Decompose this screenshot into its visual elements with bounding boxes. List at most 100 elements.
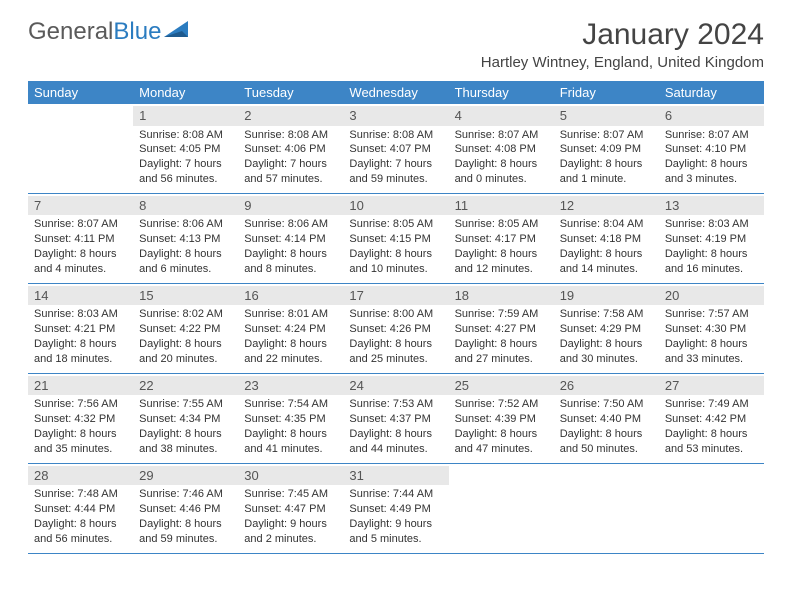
day-number: 24 xyxy=(343,376,448,396)
sunset-text: Sunset: 4:26 PM xyxy=(349,322,442,337)
day-cell: 11Sunrise: 8:05 AMSunset: 4:17 PMDayligh… xyxy=(449,194,554,283)
day-header-mon: Monday xyxy=(133,81,238,104)
day-number: 10 xyxy=(343,196,448,216)
day-cell: 23Sunrise: 7:54 AMSunset: 4:35 PMDayligh… xyxy=(238,374,343,463)
day-header-sun: Sunday xyxy=(28,81,133,104)
sunrise-text: Sunrise: 8:03 AM xyxy=(34,307,127,322)
day-number: 28 xyxy=(28,466,133,486)
day-header-wed: Wednesday xyxy=(343,81,448,104)
day-number: 14 xyxy=(28,286,133,306)
sunrise-text: Sunrise: 8:08 AM xyxy=(139,128,232,143)
triangle-icon xyxy=(164,18,190,46)
day-number: 13 xyxy=(659,196,764,216)
sunset-text: Sunset: 4:10 PM xyxy=(665,142,758,157)
logo-text-1: General xyxy=(28,18,113,46)
day-cell: 24Sunrise: 7:53 AMSunset: 4:37 PMDayligh… xyxy=(343,374,448,463)
sunrise-text: Sunrise: 8:00 AM xyxy=(349,307,442,322)
day-number: 29 xyxy=(133,466,238,486)
sunset-text: Sunset: 4:46 PM xyxy=(139,502,232,517)
day-cell: 31Sunrise: 7:44 AMSunset: 4:49 PMDayligh… xyxy=(343,464,448,553)
day-cell: 17Sunrise: 8:00 AMSunset: 4:26 PMDayligh… xyxy=(343,284,448,373)
day-number: 15 xyxy=(133,286,238,306)
sunset-text: Sunset: 4:24 PM xyxy=(244,322,337,337)
day-number: 11 xyxy=(449,196,554,216)
day-cell: 19Sunrise: 7:58 AMSunset: 4:29 PMDayligh… xyxy=(554,284,659,373)
daylight-text: Daylight: 8 hours and 0 minutes. xyxy=(455,157,548,187)
daylight-text: Daylight: 8 hours and 16 minutes. xyxy=(665,247,758,277)
sunrise-text: Sunrise: 7:53 AM xyxy=(349,397,442,412)
sunrise-text: Sunrise: 7:52 AM xyxy=(455,397,548,412)
sunrise-text: Sunrise: 8:02 AM xyxy=(139,307,232,322)
page: GeneralBlue January 2024 Hartley Wintney… xyxy=(0,0,792,554)
sunrise-text: Sunrise: 8:07 AM xyxy=(560,128,653,143)
day-cell: 26Sunrise: 7:50 AMSunset: 4:40 PMDayligh… xyxy=(554,374,659,463)
title-block: January 2024 Hartley Wintney, England, U… xyxy=(481,18,764,71)
day-cell: 30Sunrise: 7:45 AMSunset: 4:47 PMDayligh… xyxy=(238,464,343,553)
sunrise-text: Sunrise: 8:07 AM xyxy=(665,128,758,143)
day-cell xyxy=(659,464,764,553)
day-cell: 29Sunrise: 7:46 AMSunset: 4:46 PMDayligh… xyxy=(133,464,238,553)
sunset-text: Sunset: 4:14 PM xyxy=(244,232,337,247)
sunrise-text: Sunrise: 8:05 AM xyxy=(349,217,442,232)
sunrise-text: Sunrise: 7:48 AM xyxy=(34,487,127,502)
day-number: 7 xyxy=(28,196,133,216)
day-number: 20 xyxy=(659,286,764,306)
sunset-text: Sunset: 4:29 PM xyxy=(560,322,653,337)
daylight-text: Daylight: 8 hours and 35 minutes. xyxy=(34,427,127,457)
day-cell: 9Sunrise: 8:06 AMSunset: 4:14 PMDaylight… xyxy=(238,194,343,283)
daylight-text: Daylight: 8 hours and 22 minutes. xyxy=(244,337,337,367)
day-cell: 2Sunrise: 8:08 AMSunset: 4:06 PMDaylight… xyxy=(238,104,343,193)
day-cell: 21Sunrise: 7:56 AMSunset: 4:32 PMDayligh… xyxy=(28,374,133,463)
daylight-text: Daylight: 8 hours and 47 minutes. xyxy=(455,427,548,457)
sunrise-text: Sunrise: 8:03 AM xyxy=(665,217,758,232)
sunset-text: Sunset: 4:40 PM xyxy=(560,412,653,427)
daylight-text: Daylight: 8 hours and 4 minutes. xyxy=(34,247,127,277)
header: GeneralBlue January 2024 Hartley Wintney… xyxy=(28,18,764,71)
daylight-text: Daylight: 8 hours and 18 minutes. xyxy=(34,337,127,367)
day-cell: 8Sunrise: 8:06 AMSunset: 4:13 PMDaylight… xyxy=(133,194,238,283)
day-cell: 25Sunrise: 7:52 AMSunset: 4:39 PMDayligh… xyxy=(449,374,554,463)
daylight-text: Daylight: 8 hours and 12 minutes. xyxy=(455,247,548,277)
day-header-sat: Saturday xyxy=(659,81,764,104)
sunset-text: Sunset: 4:39 PM xyxy=(455,412,548,427)
day-number: 9 xyxy=(238,196,343,216)
sunset-text: Sunset: 4:17 PM xyxy=(455,232,548,247)
week-row: 7Sunrise: 8:07 AMSunset: 4:11 PMDaylight… xyxy=(28,194,764,284)
daylight-text: Daylight: 8 hours and 3 minutes. xyxy=(665,157,758,187)
sunset-text: Sunset: 4:49 PM xyxy=(349,502,442,517)
sunset-text: Sunset: 4:08 PM xyxy=(455,142,548,157)
sunset-text: Sunset: 4:06 PM xyxy=(244,142,337,157)
daylight-text: Daylight: 8 hours and 38 minutes. xyxy=(139,427,232,457)
day-cell: 16Sunrise: 8:01 AMSunset: 4:24 PMDayligh… xyxy=(238,284,343,373)
day-cell: 27Sunrise: 7:49 AMSunset: 4:42 PMDayligh… xyxy=(659,374,764,463)
day-number: 17 xyxy=(343,286,448,306)
day-cell: 5Sunrise: 8:07 AMSunset: 4:09 PMDaylight… xyxy=(554,104,659,193)
sunset-text: Sunset: 4:11 PM xyxy=(34,232,127,247)
sunset-text: Sunset: 4:22 PM xyxy=(139,322,232,337)
day-cell: 22Sunrise: 7:55 AMSunset: 4:34 PMDayligh… xyxy=(133,374,238,463)
sunrise-text: Sunrise: 8:06 AM xyxy=(139,217,232,232)
sunrise-text: Sunrise: 8:08 AM xyxy=(244,128,337,143)
day-cell: 14Sunrise: 8:03 AMSunset: 4:21 PMDayligh… xyxy=(28,284,133,373)
logo: GeneralBlue xyxy=(28,18,190,46)
sunset-text: Sunset: 4:27 PM xyxy=(455,322,548,337)
daylight-text: Daylight: 8 hours and 41 minutes. xyxy=(244,427,337,457)
sunrise-text: Sunrise: 7:50 AM xyxy=(560,397,653,412)
daylight-text: Daylight: 8 hours and 59 minutes. xyxy=(139,517,232,547)
daylight-text: Daylight: 7 hours and 56 minutes. xyxy=(139,157,232,187)
daylight-text: Daylight: 7 hours and 59 minutes. xyxy=(349,157,442,187)
day-number: 22 xyxy=(133,376,238,396)
sunset-text: Sunset: 4:05 PM xyxy=(139,142,232,157)
sunrise-text: Sunrise: 7:44 AM xyxy=(349,487,442,502)
sunrise-text: Sunrise: 7:54 AM xyxy=(244,397,337,412)
day-cell xyxy=(449,464,554,553)
sunrise-text: Sunrise: 7:45 AM xyxy=(244,487,337,502)
sunset-text: Sunset: 4:34 PM xyxy=(139,412,232,427)
day-cell: 18Sunrise: 7:59 AMSunset: 4:27 PMDayligh… xyxy=(449,284,554,373)
daylight-text: Daylight: 8 hours and 53 minutes. xyxy=(665,427,758,457)
sunrise-text: Sunrise: 8:01 AM xyxy=(244,307,337,322)
sunrise-text: Sunrise: 7:56 AM xyxy=(34,397,127,412)
daylight-text: Daylight: 8 hours and 33 minutes. xyxy=(665,337,758,367)
daylight-text: Daylight: 8 hours and 20 minutes. xyxy=(139,337,232,367)
sunrise-text: Sunrise: 8:04 AM xyxy=(560,217,653,232)
